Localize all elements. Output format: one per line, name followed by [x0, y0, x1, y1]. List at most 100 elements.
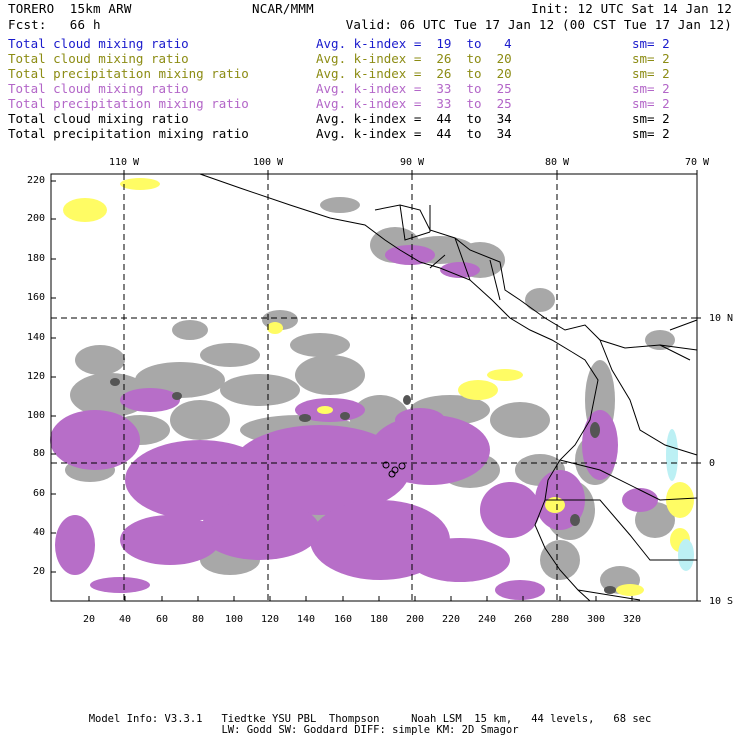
precip-area	[120, 515, 220, 565]
cloud-area	[540, 540, 580, 580]
island	[391, 466, 399, 474]
organization-label: NCAR/MMM	[252, 1, 314, 16]
y-tick-label: 40	[32, 527, 45, 538]
cloud-precip-fields	[50, 178, 694, 600]
legend-k-index: Avg. k-index = 26 to 20	[316, 66, 512, 81]
convective-core	[110, 378, 120, 386]
convective-core	[299, 414, 311, 422]
precip-area	[385, 245, 435, 265]
interior-borders	[545, 459, 698, 601]
lat-lon-grid	[51, 174, 697, 601]
island	[398, 462, 406, 470]
convective-core	[604, 586, 616, 594]
precip-area	[410, 538, 510, 582]
legend-smoothing: sm= 2	[632, 111, 670, 126]
model-info-line2: LW: Godd SW: Goddard DIFF: simple KM: 2D…	[221, 724, 519, 736]
legend-smoothing: sm= 2	[632, 66, 670, 81]
cloud-area	[200, 343, 260, 367]
cloud-area	[170, 400, 230, 440]
cloud-area	[75, 345, 125, 375]
cloud-area	[525, 288, 555, 312]
cloud-area	[290, 333, 350, 357]
x-tick-label: 140	[296, 614, 316, 625]
tick-marks	[51, 170, 701, 602]
x-tick-label: 20	[82, 614, 96, 625]
legend-label: Total precipitation mixing ratio	[8, 66, 249, 81]
y-tick-label: 60	[32, 488, 45, 499]
precip-area	[395, 408, 445, 432]
legend-k-index: Avg. k-index = 26 to 20	[316, 51, 512, 66]
latitude-label: 0	[709, 458, 716, 469]
precip-area	[622, 488, 658, 512]
legend-row: Total precipitation mixing ratio Avg. k-i…	[8, 126, 734, 141]
legend-label: Total precipitation mixing ratio	[8, 96, 249, 111]
legend-label: Total precipitation mixing ratio	[8, 126, 249, 141]
x-tick-label: 240	[477, 614, 497, 625]
x-tick-label: 40	[118, 614, 132, 625]
y-tick-label: 100	[26, 410, 45, 421]
andes-border	[599, 339, 698, 456]
y-tick-label: 220	[26, 175, 45, 186]
legend-label: Total cloud mixing ratio	[8, 111, 189, 126]
legend-label: Total cloud mixing ratio	[8, 51, 189, 66]
x-tick-label: 80	[191, 614, 205, 625]
y-tick-label: 180	[26, 253, 45, 264]
x-tick-label: 60	[155, 614, 169, 625]
model-info-line1: Model Info: V3.3.1 Tiedtke YSU PBL Thomp…	[88, 713, 652, 725]
legend-k-index: Avg. k-index = 33 to 25	[316, 96, 512, 111]
legend-smoothing: sm= 2	[632, 126, 670, 141]
forecast-hour: Fcst: 66 h	[8, 17, 101, 32]
low-cloud-area	[458, 380, 498, 400]
cloud-area	[320, 197, 360, 213]
y-tick-label: 200	[26, 213, 45, 224]
x-tick-label: 220	[441, 614, 461, 625]
x-tick-label: 200	[405, 614, 425, 625]
legend-k-index: Avg. k-index = 44 to 34	[316, 126, 512, 141]
legend-smoothing: sm= 2	[632, 96, 670, 111]
cloud-area	[220, 374, 300, 406]
model-title: TORERO 15km ARW	[8, 1, 132, 16]
precip-area	[200, 500, 320, 560]
cloud-area	[172, 320, 208, 340]
legend-smoothing: sm= 2	[632, 51, 670, 66]
longitude-label: 70 W	[684, 157, 710, 168]
low-cloud-area	[545, 497, 565, 513]
x-tick-label: 120	[260, 614, 280, 625]
precip-area	[50, 410, 140, 470]
longitude-label: 90 W	[399, 157, 425, 168]
convective-core	[340, 412, 350, 420]
low-cloud-area	[63, 198, 107, 222]
coastline-layer	[199, 173, 698, 602]
legend-row: Total precipitation mixing ratio Avg. k-i…	[8, 96, 734, 111]
low-cloud-area	[317, 406, 333, 414]
convective-core	[172, 392, 182, 400]
x-tick-label: 180	[369, 614, 389, 625]
legend-row: Total cloud mixing ratio Avg. k-index = 2…	[8, 51, 734, 66]
thin-cloud-area	[678, 539, 694, 571]
convective-core	[590, 422, 600, 438]
x-tick-label: 280	[550, 614, 570, 625]
country-borders	[399, 204, 501, 301]
valid-time: Valid: 06 UTC Tue 17 Jan 12 (00 CST Tue …	[345, 17, 732, 32]
convective-core	[570, 514, 580, 526]
thin-cloud-area	[666, 429, 678, 481]
longitude-label: 80 W	[544, 157, 570, 168]
x-tick-label: 300	[586, 614, 606, 625]
precip-area	[440, 262, 480, 278]
latitude-label: 10 S	[709, 596, 734, 607]
low-cloud-area	[120, 178, 160, 190]
x-tick-label: 160	[333, 614, 353, 625]
cloud-area	[295, 355, 365, 395]
low-cloud-area	[666, 482, 694, 518]
y-tick-label: 140	[26, 332, 45, 343]
cloud-area	[645, 330, 675, 350]
low-cloud-area	[267, 322, 283, 334]
legend-row: Total cloud mixing ratio Avg. k-index = 1…	[8, 36, 734, 51]
cloud-area	[490, 402, 550, 438]
y-tick-label: 120	[26, 371, 45, 382]
pacific-coastline	[199, 173, 573, 353]
legend-row: Total cloud mixing ratio Avg. k-index = 4…	[8, 111, 734, 126]
legend-k-index: Avg. k-index = 44 to 34	[316, 111, 512, 126]
precip-area	[370, 415, 490, 485]
legend-row: Total cloud mixing ratio Avg. k-index = 3…	[8, 81, 734, 96]
